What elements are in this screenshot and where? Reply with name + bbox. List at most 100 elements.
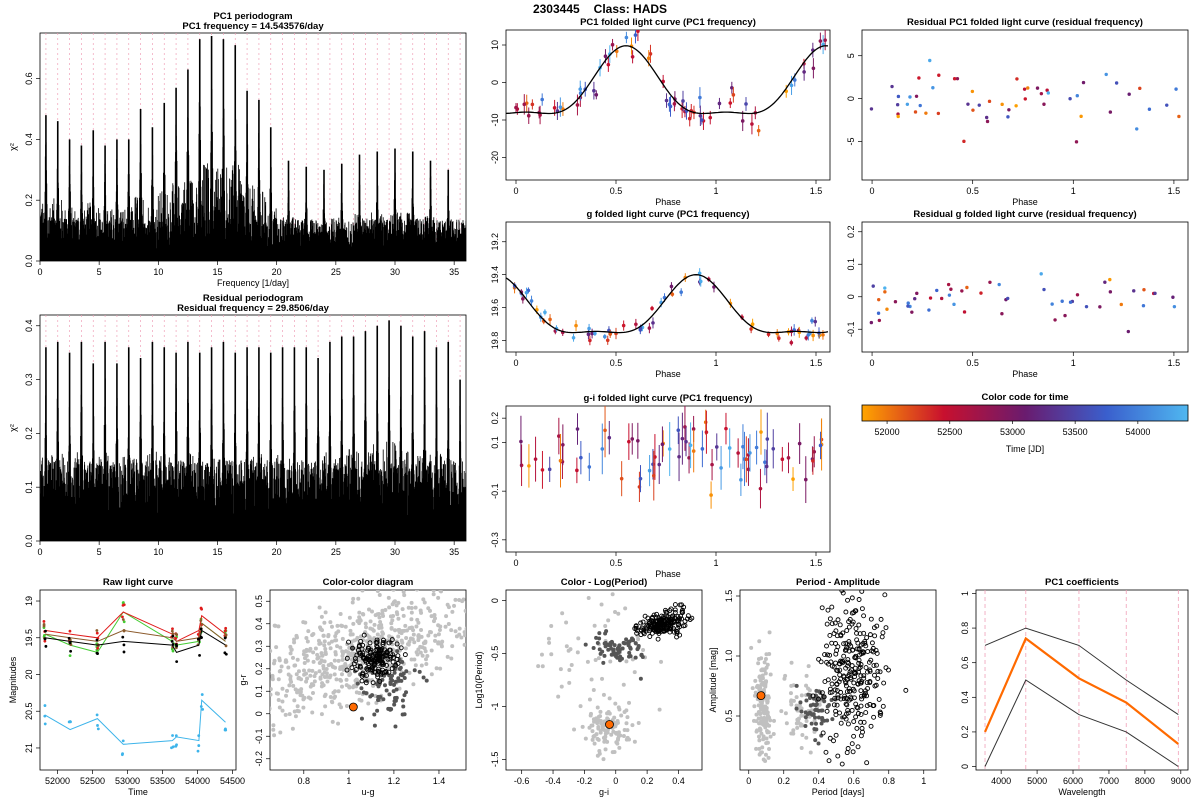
data-point <box>419 663 424 668</box>
data-point <box>284 693 289 698</box>
data-point <box>280 686 285 691</box>
data-point <box>767 630 772 635</box>
x-tick-label: 0.4 <box>812 776 825 786</box>
data-point <box>857 652 863 658</box>
data-point <box>377 678 383 684</box>
data-point <box>1177 114 1181 119</box>
data-point <box>502 644 506 648</box>
data-point <box>174 734 178 738</box>
data-point <box>586 332 591 337</box>
data-point <box>389 626 394 631</box>
data-point <box>758 486 763 491</box>
data-point <box>879 634 885 640</box>
data-point <box>786 456 791 460</box>
data-point <box>393 724 398 729</box>
data-point <box>647 634 653 639</box>
data-point <box>352 656 358 661</box>
data-point <box>601 660 606 665</box>
data-point <box>634 322 638 327</box>
data-point <box>590 723 595 728</box>
data-point <box>823 38 827 42</box>
data-point <box>1045 88 1049 92</box>
data-point <box>320 653 325 658</box>
panel-f2: 0 0.5 1 1.5 19.2 19.4 19.6 19.8 g folded light c… <box>490 209 831 379</box>
data-point <box>600 649 605 654</box>
data-point <box>335 644 340 649</box>
data-point <box>757 746 762 751</box>
data-point <box>201 707 205 711</box>
x-tick-label: 1.5 <box>810 558 823 568</box>
data-point <box>633 641 638 646</box>
data-point <box>43 704 47 707</box>
data-point <box>616 650 621 655</box>
panel-coef: 4000 5000 6000 7000 8000 9000 0 0.2 0.4 0.6 0.8 1 PC… <box>960 577 1191 797</box>
data-point <box>762 660 767 665</box>
data-point <box>863 665 869 671</box>
data-point <box>860 650 866 656</box>
data-point <box>522 102 527 107</box>
data-point <box>877 712 883 718</box>
data-point <box>1035 86 1040 90</box>
data-point <box>328 620 333 625</box>
data-point <box>438 624 443 629</box>
data-point <box>329 639 334 644</box>
data-point <box>876 311 881 315</box>
data-point <box>833 651 839 657</box>
data-point <box>864 693 870 699</box>
data-point <box>333 638 338 643</box>
panel-f1: 0 0.5 1 1.5 -20 -10 0 10 PC1 folded light curve … <box>490 17 831 207</box>
data-point <box>597 631 602 636</box>
data-point <box>1081 80 1086 85</box>
data-point <box>628 654 633 659</box>
data-point <box>1108 277 1112 282</box>
x-tick-label: 0.5 <box>966 358 979 368</box>
data-point <box>280 708 285 713</box>
x-tick-label: -0.6 <box>514 776 530 786</box>
data-point <box>375 708 380 713</box>
data-point <box>813 715 818 720</box>
data-point <box>419 634 424 639</box>
data-point <box>566 648 571 653</box>
data-point <box>757 639 762 644</box>
x-axis-label: Phase <box>655 369 681 379</box>
data-point <box>592 623 597 628</box>
data-point <box>765 662 770 667</box>
data-point <box>543 310 547 315</box>
data-point <box>171 745 175 749</box>
data-point <box>813 721 818 726</box>
data-point <box>363 680 369 686</box>
data-point <box>196 637 200 641</box>
data-point <box>691 427 696 431</box>
data-point <box>804 336 809 340</box>
data-point <box>605 716 610 721</box>
data-point <box>939 296 944 301</box>
data-point <box>762 668 767 673</box>
data-point <box>768 672 773 677</box>
y-tick-label: -10 <box>490 113 500 126</box>
data-point <box>404 635 409 640</box>
y-tick-label: 0.6 <box>24 72 34 85</box>
data-point <box>831 738 836 744</box>
panel-subtitle: PC1 frequency = 14.543576/day <box>182 21 324 32</box>
data-point <box>878 710 884 716</box>
data-point <box>277 705 282 710</box>
data-point <box>824 643 829 649</box>
plot-frame <box>505 589 703 771</box>
data-point <box>862 639 868 644</box>
data-point <box>302 668 307 673</box>
data-point <box>1138 86 1142 91</box>
x-tick-label: 1 <box>713 358 718 368</box>
data-point <box>841 641 847 647</box>
x-tick-label: 0 <box>37 547 42 557</box>
data-point <box>636 637 641 642</box>
data-point <box>499 585 503 589</box>
data-point <box>877 297 881 302</box>
data-point <box>843 701 849 707</box>
x-tick-label: 0.2 <box>777 776 790 786</box>
data-point <box>270 670 271 673</box>
data-point <box>819 721 824 726</box>
data-point <box>328 646 333 651</box>
data-point <box>856 669 861 675</box>
data-point <box>970 89 975 94</box>
data-point <box>844 628 850 633</box>
